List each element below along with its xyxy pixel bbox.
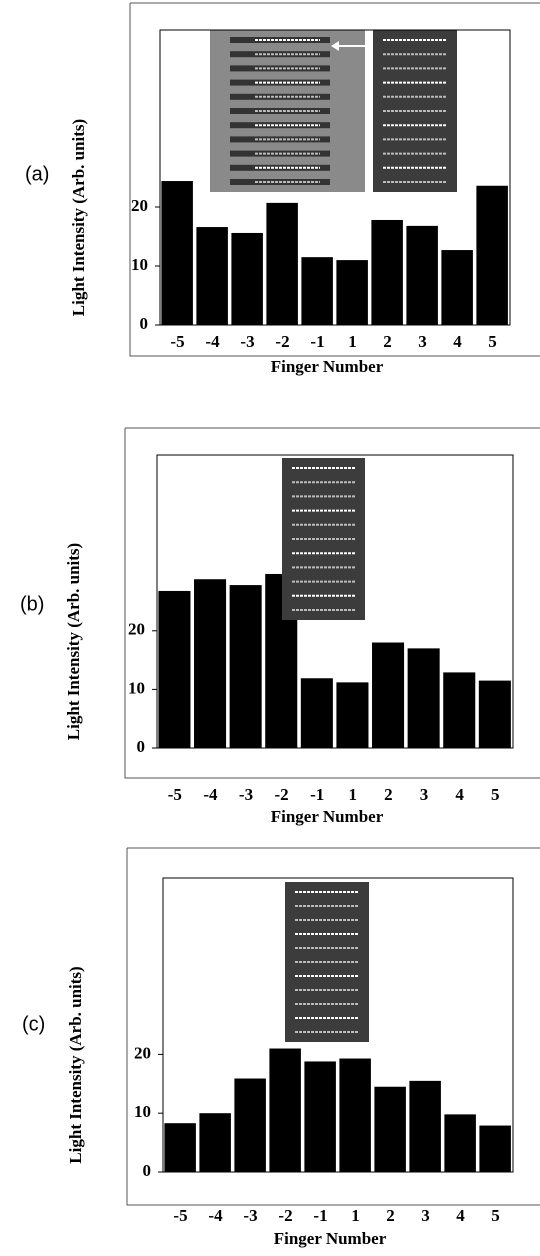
bar [231,232,263,325]
bar [479,1125,511,1172]
x-tick-label: -3 [240,332,254,351]
bar [194,579,227,748]
panel-label: (b) [20,593,44,615]
bar [374,1086,406,1172]
bar [336,682,369,748]
x-tick-label: -3 [239,785,253,804]
bar [266,202,298,325]
bar [196,227,228,325]
bar [409,1080,441,1172]
bar [158,590,191,748]
x-tick-label: -1 [310,332,324,351]
x-tick-label: 4 [455,785,464,804]
bar [164,1123,196,1172]
plot-frame [159,29,511,326]
y-axis-label: Light Intensity (Arb. units) [64,543,83,740]
y-axis-label: Light Intensity (Arb. units) [66,966,85,1163]
x-tick-label: -4 [203,785,218,804]
x-tick-label: -1 [313,1206,327,1225]
bar [478,680,511,748]
x-tick-label: -5 [173,1206,187,1225]
bar [441,250,473,325]
bar [339,1058,371,1172]
bar [476,185,508,325]
bar [336,260,368,325]
bar [372,642,405,748]
panel-frame [124,427,540,779]
bar [161,181,193,325]
bar [301,257,333,325]
x-tick-label: 2 [384,785,393,804]
bar [234,1078,266,1172]
plot-frame [156,454,514,749]
panel-frame [126,847,540,1206]
bar [229,585,262,748]
x-tick-label: 3 [421,1206,430,1225]
y-tick-label: 0 [140,314,149,333]
y-tick-label: 20 [128,620,145,639]
x-tick-label: 2 [383,332,392,351]
x-tick-label: -2 [278,1206,292,1225]
x-tick-label: 5 [488,332,497,351]
inset-arrowhead [331,41,339,51]
bar [304,1061,336,1172]
x-tick-label: -5 [170,332,184,351]
x-tick-label: -4 [208,1206,223,1225]
x-tick-label: -2 [275,785,289,804]
x-tick-label: 5 [491,785,500,804]
x-tick-label: 1 [351,1206,360,1225]
bar [199,1113,231,1172]
panel-label: (a) [25,163,49,185]
x-tick-label: 1 [348,332,357,351]
x-tick-label: 1 [349,785,358,804]
y-tick-label: 10 [128,678,145,697]
x-tick-label: 5 [491,1206,500,1225]
plot-frame [162,877,514,1173]
panel-frame [129,2,540,357]
y-tick-label: 10 [134,1102,151,1121]
panel-label: (c) [22,1013,45,1035]
bar [443,672,476,748]
y-tick-label: 20 [134,1043,151,1062]
x-tick-label: 3 [418,332,427,351]
x-tick-label: 3 [420,785,429,804]
x-tick-label: -5 [168,785,182,804]
x-tick-label: -2 [275,332,289,351]
y-tick-label: 0 [143,1161,152,1180]
inset-image [282,458,365,620]
x-tick-label: 4 [456,1206,465,1225]
x-axis-label: Finger Number [271,807,384,826]
x-tick-label: -1 [310,785,324,804]
x-axis-label: Finger Number [271,357,384,376]
bar [269,1048,301,1172]
x-axis-label: Finger Number [274,1229,387,1248]
x-tick-label: -3 [243,1206,257,1225]
bar [407,648,440,748]
y-axis-label: Light Intensity (Arb. units) [69,119,88,316]
y-tick-label: 10 [131,255,148,274]
y-tick-label: 20 [131,196,148,215]
x-tick-label: -4 [205,332,220,351]
bar [371,219,403,325]
bar [444,1114,476,1172]
x-tick-label: 2 [386,1206,395,1225]
bar [406,225,438,325]
y-tick-label: 0 [137,737,146,756]
bar [300,678,333,748]
x-tick-label: 4 [453,332,462,351]
